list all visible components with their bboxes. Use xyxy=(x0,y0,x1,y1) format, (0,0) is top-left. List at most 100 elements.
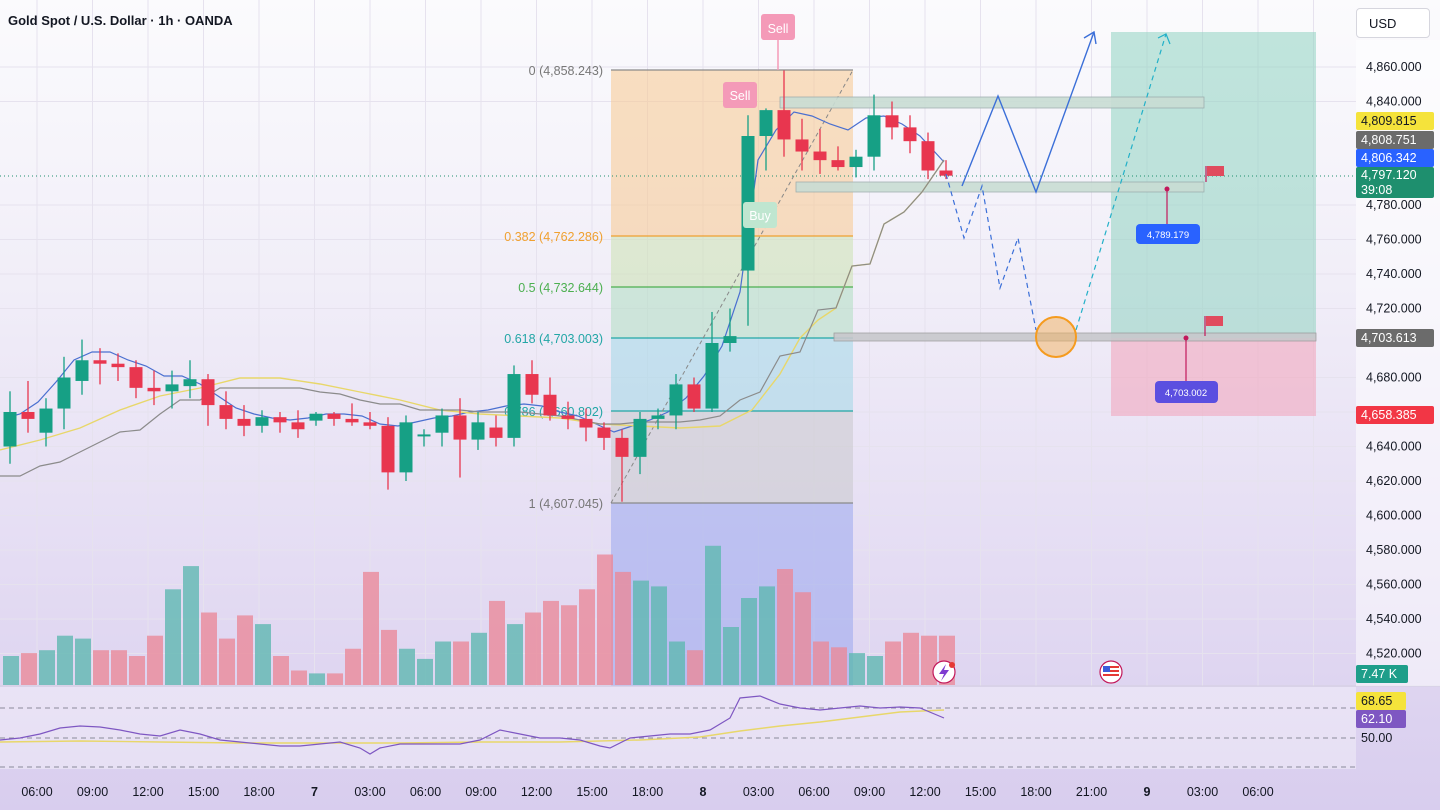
candle-body xyxy=(201,379,215,406)
candle-body xyxy=(777,110,791,140)
candle-body xyxy=(219,405,233,419)
us-flag-event-icon[interactable] xyxy=(1099,660,1123,684)
volume-bar xyxy=(687,650,703,685)
volume-bar xyxy=(723,627,739,685)
target-label-box[interactable] xyxy=(1136,224,1200,244)
candle-body xyxy=(363,422,377,426)
volume-bar xyxy=(183,566,199,685)
price-axis-tick: 4,520.000 xyxy=(1366,647,1422,661)
fib-label-1: 1 (4,607.045) xyxy=(529,497,603,511)
candle-body xyxy=(849,156,863,168)
price-tag-grey: 4,808.751 xyxy=(1356,131,1434,149)
time-axis-tick: 12:00 xyxy=(132,785,163,799)
candle-body xyxy=(705,343,719,409)
volume-bar xyxy=(759,586,775,685)
candle-body xyxy=(327,413,341,419)
price-axis-tick: 4,780.000 xyxy=(1366,198,1422,212)
volume-bar xyxy=(705,545,721,685)
time-axis-tick: 8 xyxy=(700,785,707,799)
volume-bar xyxy=(795,592,811,685)
fib-label-0618: 0.618 (4,703.003) xyxy=(504,332,603,346)
price-axis-tick: 4,680.000 xyxy=(1366,371,1422,385)
candle-body xyxy=(21,412,35,419)
candle-body xyxy=(561,415,575,419)
volume-bar xyxy=(273,656,289,685)
time-axis-tick: 18:00 xyxy=(1020,785,1051,799)
volume-series xyxy=(3,545,955,685)
candle-body xyxy=(39,408,53,433)
stop-label-box[interactable] xyxy=(1155,381,1218,403)
volume-bar xyxy=(39,650,55,685)
target-label: 4,789.179 xyxy=(1147,230,1189,241)
volume-bar xyxy=(435,641,451,685)
flag-icon[interactable] xyxy=(1204,316,1223,336)
time-axis-tick: 15:00 xyxy=(576,785,607,799)
stop-price-tag: 4,658.385 xyxy=(1356,406,1434,424)
candle-body xyxy=(903,127,917,142)
volume-bar xyxy=(255,624,271,685)
flag-icon[interactable] xyxy=(1205,166,1224,182)
candle-body xyxy=(3,412,17,447)
candle-body xyxy=(543,394,557,416)
long-position-tool[interactable] xyxy=(1111,32,1316,416)
candle-body xyxy=(651,415,665,419)
position-markers[interactable]: 4,789.179 4,703.002 xyxy=(1136,166,1224,403)
price-axis-tick: 4,620.000 xyxy=(1366,474,1422,488)
rsi-pane[interactable] xyxy=(0,685,1440,769)
volume-bar xyxy=(633,580,649,685)
rsi-pane-bg xyxy=(0,687,1356,769)
economic-event-icons[interactable] xyxy=(932,660,1123,684)
volume-bar xyxy=(219,638,235,685)
price-tag-yellow: 4,809.815 xyxy=(1356,112,1434,130)
volume-bar xyxy=(507,624,523,685)
time-axis-tick: 15:00 xyxy=(188,785,219,799)
fib-zone-0618-0786 xyxy=(611,338,853,411)
fib-label-0382: 0.382 (4,762.286) xyxy=(504,230,603,244)
candle-body xyxy=(255,417,269,426)
time-axis-tick: 06:00 xyxy=(410,785,441,799)
lightning-event-icon[interactable] xyxy=(932,660,956,684)
volume-bar xyxy=(309,673,325,685)
candle-body xyxy=(669,384,683,416)
candle-body xyxy=(129,367,143,388)
current-price-tag: 4,797.120 39:08 xyxy=(1356,167,1434,198)
symbol-title[interactable]: Gold Spot / U.S. Dollar · 1h · OANDA xyxy=(8,13,233,28)
time-axis-tick: 7 xyxy=(311,785,318,799)
time-axis-tick: 18:00 xyxy=(243,785,274,799)
resistance-zone[interactable] xyxy=(779,96,1205,109)
rsi-line xyxy=(0,695,945,755)
candle-body xyxy=(687,384,701,409)
price-axis-tick: 4,600.000 xyxy=(1366,509,1422,523)
current-price-value: 4,797.120 xyxy=(1361,168,1417,182)
currency-selector[interactable]: USD xyxy=(1356,8,1430,38)
projection-dashed-arrowhead xyxy=(1157,33,1171,45)
time-axis-tick: 09:00 xyxy=(854,785,885,799)
volume-bar xyxy=(147,635,163,685)
time-axis-tick: 09:00 xyxy=(77,785,108,799)
candle-body xyxy=(417,434,431,437)
time-axis-tick: 15:00 xyxy=(965,785,996,799)
volume-bar xyxy=(399,648,415,685)
volume-bar xyxy=(615,571,631,685)
time-axis-tick: 03:00 xyxy=(1187,785,1218,799)
price-axis-tick: 4,740.000 xyxy=(1366,267,1422,281)
pivot-zone[interactable] xyxy=(795,181,1205,193)
time-axis[interactable]: 06:00 09:00 12:00 15:00 18:00 7 03:00 06:00 09:0… xyxy=(21,785,1273,799)
candle-body xyxy=(147,387,161,392)
volume-bar xyxy=(93,650,109,685)
candle-body xyxy=(309,413,323,421)
candle-body xyxy=(795,139,809,152)
target-pin-dot xyxy=(1164,186,1170,192)
volume-bar xyxy=(201,612,217,685)
volume-bar xyxy=(363,571,379,685)
volume-tag: 7.47 K xyxy=(1356,665,1408,683)
time-axis-tick: 9 xyxy=(1144,785,1151,799)
candle-body xyxy=(345,418,359,423)
price-tag-blue: 4,806.342 xyxy=(1356,149,1434,167)
candle-body xyxy=(831,160,845,168)
volume-bar xyxy=(831,647,847,685)
candle-body xyxy=(489,427,503,438)
volume-bar xyxy=(543,600,559,685)
position-loss-zone xyxy=(1111,338,1316,416)
